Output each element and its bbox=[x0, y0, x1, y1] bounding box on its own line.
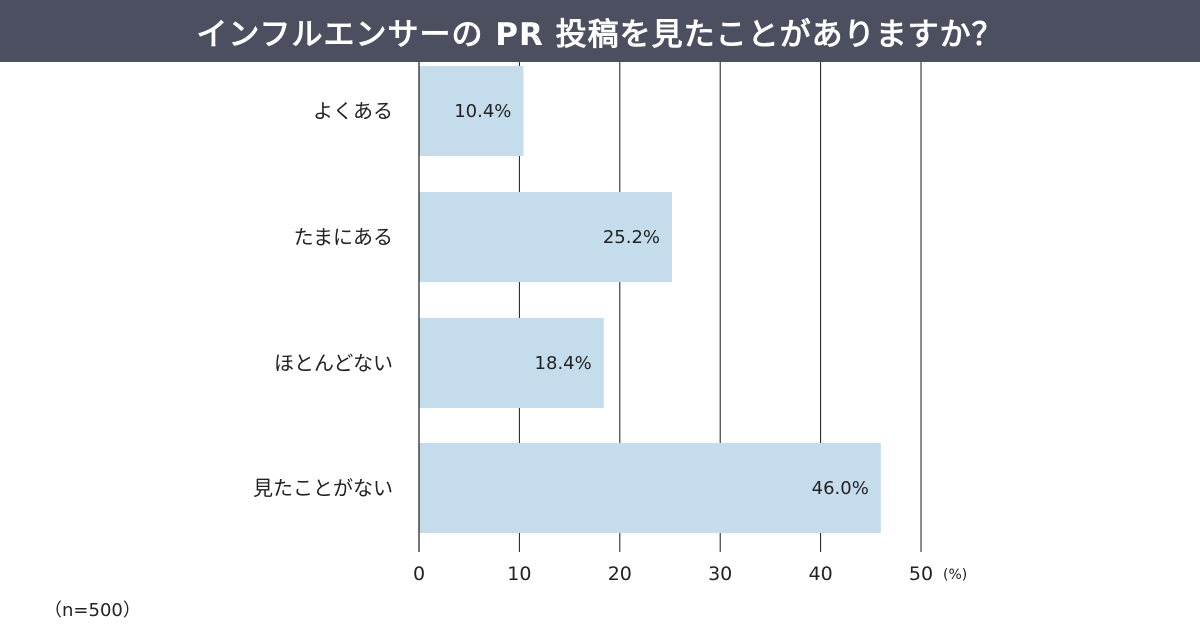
category-label-0: よくある bbox=[313, 99, 393, 123]
tick-label-40: 40 bbox=[809, 563, 833, 585]
bar-2 bbox=[419, 318, 604, 408]
tick-label-30: 30 bbox=[708, 563, 732, 585]
value-label-2: 18.4% bbox=[535, 353, 592, 374]
value-label-1: 25.2% bbox=[603, 227, 660, 248]
category-label-2: ほとんどない bbox=[274, 351, 393, 375]
title-band: インフルエンサーの PR 投稿を見たことがありますか？ bbox=[0, 0, 1200, 62]
sample-size-note: （n=500） bbox=[44, 600, 141, 621]
bar-1 bbox=[419, 192, 673, 282]
tick-label-20: 20 bbox=[608, 563, 632, 585]
category-label-3: 見たことがない bbox=[253, 476, 393, 500]
tick-label-0: 0 bbox=[413, 563, 425, 585]
tick-label-50: 50 bbox=[909, 563, 933, 585]
value-label-0: 10.4% bbox=[454, 101, 511, 122]
tick-label-10: 10 bbox=[507, 563, 531, 585]
value-label-3: 46.0% bbox=[812, 478, 869, 499]
unit-label: (%) bbox=[943, 567, 967, 583]
category-label-1: たまにある bbox=[294, 225, 393, 249]
bar-3 bbox=[419, 443, 881, 533]
chart-title: インフルエンサーの PR 投稿を見たことがありますか？ bbox=[196, 16, 1004, 53]
bar-0 bbox=[419, 66, 524, 156]
